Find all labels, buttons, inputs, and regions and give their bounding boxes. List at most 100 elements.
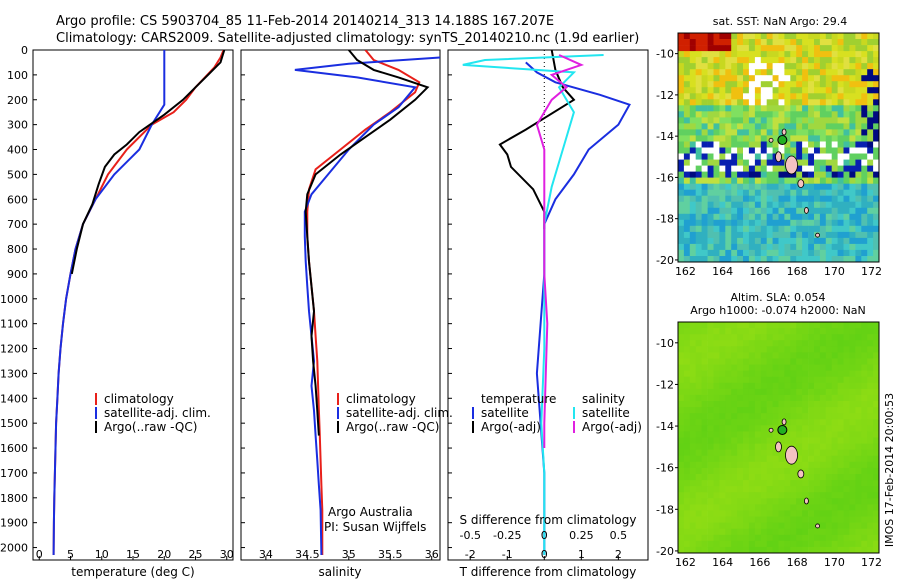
map-cell	[683, 213, 691, 221]
map-cell	[737, 407, 744, 414]
map-cell	[784, 425, 791, 432]
map-cell	[707, 207, 714, 215]
map-cell	[837, 219, 844, 227]
map-cell	[754, 51, 762, 58]
salinity-panel	[240, 49, 441, 561]
map-cell	[837, 461, 844, 469]
map-cell	[713, 382, 720, 390]
map-cell	[825, 528, 833, 536]
map-cell	[737, 141, 744, 148]
depth-tick-label: 1000	[0, 293, 28, 306]
map-cell	[731, 443, 738, 451]
map-cell	[683, 81, 691, 88]
map-cell	[796, 382, 803, 390]
map-cell	[843, 540, 850, 548]
map-cell	[855, 474, 862, 481]
legend-title-salinity: salinity	[582, 392, 625, 406]
map-cell	[873, 534, 880, 542]
map-cell	[719, 516, 726, 523]
map-cell	[707, 183, 714, 191]
map-cell	[867, 256, 874, 263]
map-cell	[819, 522, 827, 530]
map-cell	[760, 449, 768, 457]
map-cell	[725, 123, 732, 130]
map-cell	[743, 461, 750, 469]
map-cell	[843, 358, 850, 365]
map-cell	[778, 419, 785, 426]
map-cell	[731, 425, 738, 432]
map-cell	[873, 419, 880, 426]
map-cell	[719, 449, 726, 457]
map-cell	[778, 93, 785, 100]
temperature-tick-label: 20	[157, 548, 171, 561]
map-cell	[867, 352, 874, 359]
map-cell	[790, 419, 797, 426]
map-cell	[719, 346, 726, 353]
map-cell	[814, 528, 821, 536]
map-cell	[802, 81, 809, 88]
map-cell	[766, 201, 773, 209]
map-cell	[843, 51, 850, 58]
map-cell	[713, 33, 720, 40]
map-cell	[849, 33, 856, 40]
map-cell	[814, 388, 821, 396]
map-cell	[873, 510, 880, 517]
map-cell	[837, 522, 844, 530]
map-cell	[843, 225, 850, 233]
map-cell	[772, 123, 779, 130]
map-cell	[678, 516, 685, 523]
map-cell	[683, 364, 691, 372]
map-cell	[713, 437, 720, 444]
map-cell	[861, 486, 868, 493]
map-cell	[713, 522, 720, 530]
map-cell	[867, 129, 874, 136]
map-cell	[678, 328, 685, 335]
map-cell	[843, 243, 850, 251]
map-cell	[825, 225, 833, 233]
map-cell	[695, 93, 702, 100]
argo-position-marker	[777, 424, 788, 435]
map-cell	[778, 334, 785, 341]
map-cell	[873, 346, 880, 353]
map-cell	[819, 93, 827, 100]
map-cell	[831, 455, 838, 463]
map-cell	[802, 455, 809, 463]
map-cell	[778, 159, 785, 166]
map-cell	[843, 105, 850, 112]
map-cell	[695, 358, 702, 365]
map-cell	[748, 105, 756, 112]
map-cell	[707, 334, 714, 341]
map-cell	[725, 425, 732, 432]
map-cell	[707, 528, 714, 536]
map-cell	[831, 376, 838, 384]
map-cell	[831, 159, 838, 166]
map-cell	[737, 534, 744, 542]
map-cell	[678, 455, 685, 463]
map-cell	[731, 467, 738, 475]
map-cell	[831, 231, 838, 239]
series-line-satellite-adj-clim-	[52, 50, 166, 556]
map-cell	[683, 546, 691, 554]
map-cell	[725, 243, 732, 251]
map-cell	[689, 177, 697, 184]
map-cell	[825, 437, 833, 444]
map-cell	[855, 516, 862, 523]
map-cell	[678, 243, 685, 251]
map-cell	[689, 135, 697, 142]
map-cell	[713, 540, 720, 548]
map-cell	[695, 207, 702, 215]
map-cell	[790, 358, 797, 365]
map-cell	[819, 546, 827, 554]
map-cell	[713, 87, 720, 94]
map-cell	[748, 243, 756, 251]
map-cell	[707, 111, 714, 118]
map-cell	[831, 510, 838, 517]
map-cell	[867, 165, 874, 172]
map-cell	[873, 492, 880, 499]
sst-map-frame	[677, 32, 880, 263]
map-cell	[719, 522, 726, 530]
map-cell	[784, 443, 791, 451]
map-cell	[725, 486, 732, 493]
map-cell	[766, 388, 773, 396]
map-cell	[689, 394, 697, 402]
